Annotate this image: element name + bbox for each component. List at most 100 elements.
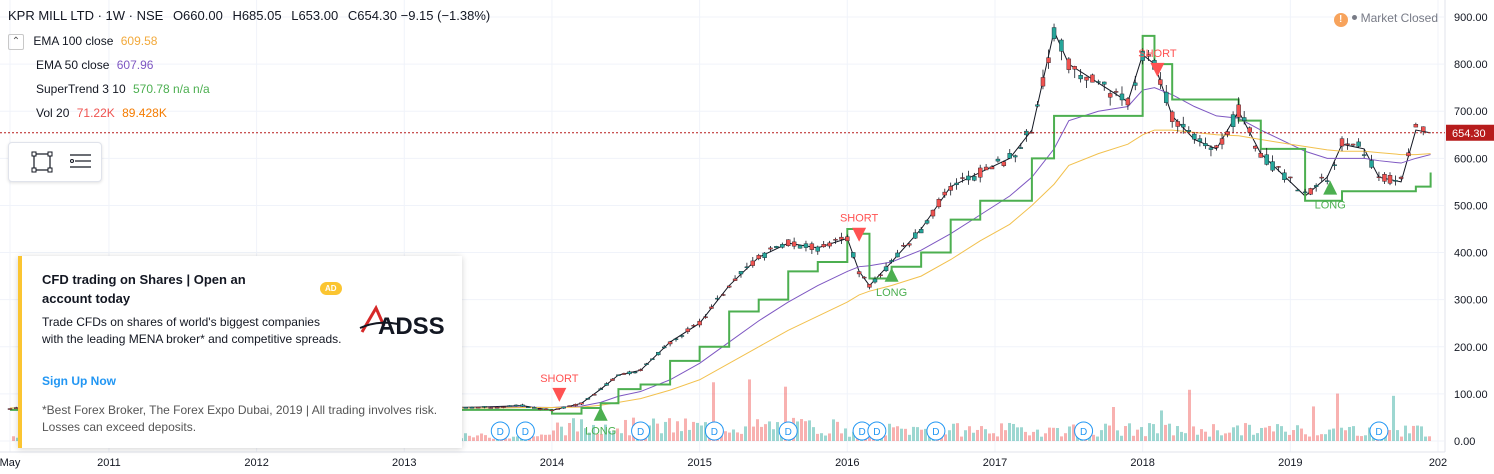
volume-bar <box>1152 424 1155 441</box>
indicator-ema50[interactable]: EMA 50 close 607.96 <box>36 58 153 72</box>
volume-bar <box>1352 426 1355 441</box>
volume-bar <box>616 428 619 441</box>
dividend-marker-label: D <box>1080 427 1087 438</box>
volume-bar <box>1144 436 1147 441</box>
volume-bar <box>1028 435 1031 441</box>
volume-bar <box>1280 426 1283 441</box>
volume-bar <box>908 434 911 441</box>
candle-body <box>1059 39 1064 52</box>
volume-bar <box>924 428 927 441</box>
volume-bar <box>852 431 855 441</box>
advertisement-card[interactable]: CFD trading on Shares | Open an account … <box>18 256 462 448</box>
volume-bar <box>988 433 991 441</box>
candle-body <box>1308 188 1313 195</box>
volume-bar <box>904 428 907 441</box>
volume-bar <box>1148 423 1151 441</box>
volume-bar <box>1236 425 1239 441</box>
indicator-ema100[interactable]: ⌃ EMA 100 close 609.58 <box>8 34 157 50</box>
volume-bar <box>544 434 547 441</box>
candle-body <box>1282 172 1287 181</box>
status-dot-icon <box>1351 15 1357 21</box>
volume-bar <box>1256 433 1259 441</box>
change-value: −9.15 (−1.38%) <box>400 8 491 23</box>
long-signal-icon <box>1323 180 1338 195</box>
candle-body <box>983 166 989 171</box>
volume-bar <box>1212 424 1215 441</box>
volume-bar <box>1320 434 1323 441</box>
candle-body <box>895 252 900 258</box>
candle-body <box>1413 124 1419 128</box>
volume-bar <box>1248 424 1251 441</box>
indicator-supertrend[interactable]: SuperTrend 3 10 570.78 n/a n/a <box>36 82 210 96</box>
volume-bar <box>1072 424 1075 441</box>
symbol-label[interactable]: KPR MILL LTD · 1W · NSE <box>8 8 164 23</box>
volume-bar <box>912 426 915 441</box>
candle-body <box>507 405 512 407</box>
x-tick-label: 2015 <box>687 457 711 469</box>
sign-up-link[interactable]: Sign Up Now <box>42 374 116 388</box>
dividend-marker-label: D <box>497 427 504 438</box>
volume-bar <box>572 418 575 441</box>
y-tick-label: 400.00 <box>1454 248 1488 260</box>
volume-bar <box>776 422 779 441</box>
high-value: H685.05 <box>232 8 282 23</box>
candle-body <box>1247 127 1252 133</box>
volume-bar <box>960 436 963 441</box>
candle-body <box>1302 191 1308 194</box>
candle-body <box>750 260 755 266</box>
volume-bar <box>1412 425 1415 441</box>
x-tick-label: May <box>0 457 21 469</box>
y-tick-label: 300.00 <box>1454 295 1488 307</box>
volume-bar <box>1312 406 1315 441</box>
volume-bar <box>588 432 591 441</box>
volume-bar <box>484 435 487 441</box>
indicator-value: 71.22K <box>76 106 115 120</box>
indicator-value-2: 89.428K <box>122 106 167 120</box>
candle-body <box>1295 189 1300 192</box>
candle-body <box>1197 138 1203 142</box>
candle-body <box>1035 104 1040 107</box>
candle-body <box>878 274 883 276</box>
candle-body <box>1393 180 1398 182</box>
volume-bar <box>1056 428 1059 441</box>
volume-bar <box>1108 425 1111 441</box>
candle-body <box>1241 117 1247 121</box>
volume-bar <box>1192 426 1195 441</box>
volume-bar <box>760 426 763 441</box>
indicator-label: Vol 20 <box>36 106 70 120</box>
candle-body <box>1339 138 1345 147</box>
volume-bar <box>592 424 595 441</box>
candle-body <box>1219 138 1225 145</box>
candle-body <box>883 266 889 272</box>
candle-body <box>995 158 1001 162</box>
warning-icon[interactable]: ! <box>1333 13 1348 27</box>
candle-body <box>1018 147 1024 149</box>
candle-body <box>1158 79 1163 85</box>
volume-bar <box>604 424 607 441</box>
x-tick-label: 2019 <box>1278 457 1302 469</box>
volume-bar <box>976 429 979 441</box>
indicator-volume[interactable]: Vol 20 71.22K 89.428K <box>36 106 167 120</box>
volume-bar <box>556 422 559 441</box>
candle-body <box>1313 185 1319 187</box>
x-tick-label: 2011 <box>97 457 121 469</box>
volume-bar <box>1288 434 1291 441</box>
collapse-icon[interactable]: ⌃ <box>8 34 24 50</box>
object-tree-icon[interactable] <box>67 149 93 175</box>
short-signal-icon <box>852 227 867 242</box>
volume-bar <box>1036 429 1039 441</box>
candle-body <box>585 398 591 400</box>
close-value: C654.30 <box>347 8 397 23</box>
volume-bar <box>804 421 807 441</box>
candle-body <box>1345 143 1350 145</box>
volume-bar <box>956 423 959 441</box>
volume-bar <box>820 433 823 441</box>
volume-bar <box>1396 430 1399 441</box>
dividend-marker-icon <box>490 421 510 441</box>
x-tick-label: 2018 <box>1130 457 1154 469</box>
volume-bar <box>1308 436 1311 441</box>
volume-bar <box>1092 434 1095 441</box>
ad-title[interactable]: CFD trading on Shares | Open an account … <box>42 272 246 306</box>
rectangle-tool-icon[interactable] <box>29 149 55 175</box>
